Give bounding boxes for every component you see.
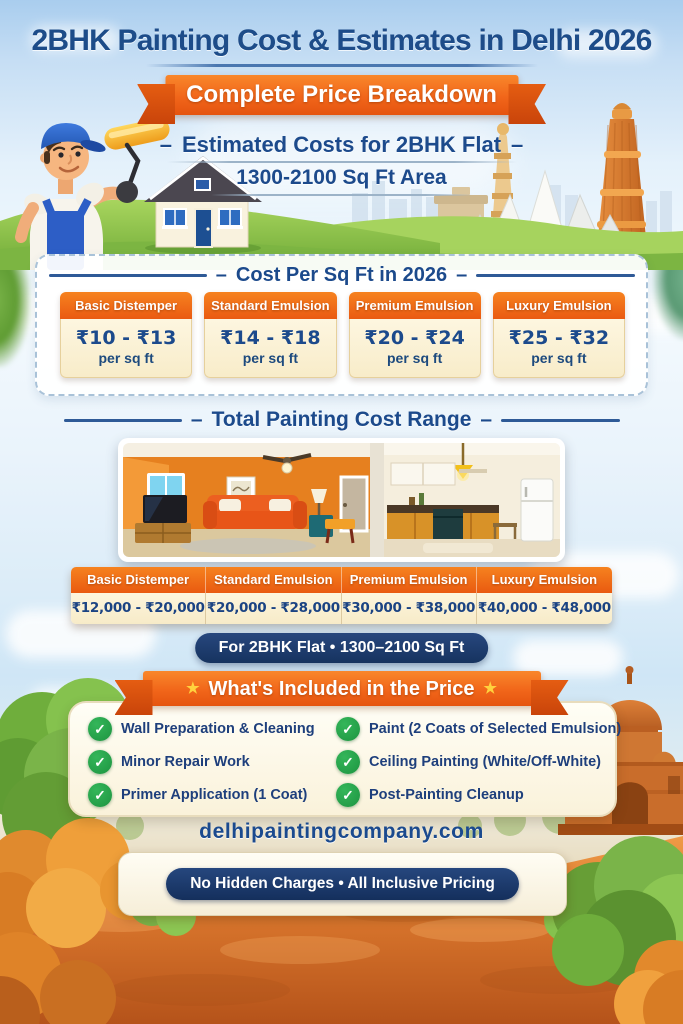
area-subheading: 1300-2100 Sq Ft Area xyxy=(236,166,447,189)
included-ribbon: ★ What's Included in the Price ★ xyxy=(114,671,569,715)
table-value-cell: ₹30,000 - ₹38,000 xyxy=(341,593,477,624)
list-item: ✓ Ceiling Painting (White/Off-White) xyxy=(336,750,621,774)
list-item: ✓ Minor Repair Work xyxy=(88,750,336,774)
dash-decor: – xyxy=(190,408,203,431)
list-item-label: Paint (2 Coats of Selected Emulsion) xyxy=(369,721,622,737)
living-room-illustration xyxy=(123,443,370,557)
price-range: ₹25 - ₹32 xyxy=(508,327,610,349)
price-unit: per sq ft xyxy=(531,350,587,366)
kitchen-illustration xyxy=(384,443,560,557)
heading-line xyxy=(63,418,182,422)
cost-per-sqft-heading: – Cost Per Sq Ft in 2026 – xyxy=(48,264,635,287)
check-icon: ✓ xyxy=(88,717,112,741)
list-item: ✓ Paint (2 Coats of Selected Emulsion) xyxy=(336,717,621,741)
flat-size-note: For 2BHK Flat • 1300–2100 Sq Ft xyxy=(194,633,489,663)
dash-decor: – xyxy=(215,264,227,286)
estimated-costs-heading: – Estimated Costs for 2BHK Flat – xyxy=(159,132,524,157)
list-item: ✓ Primer Application (1 Coat) xyxy=(88,783,336,807)
check-icon: ✓ xyxy=(88,750,112,774)
heading-underline xyxy=(166,161,517,163)
list-item-label: Wall Preparation & Cleaning xyxy=(121,721,315,737)
price-card: Basic Distemper ₹10 - ₹13 per sq ft xyxy=(60,292,193,378)
price-card-label: Premium Emulsion xyxy=(348,292,481,319)
dash-decor: – xyxy=(511,132,524,157)
table-value-cell: ₹12,000 - ₹20,000 xyxy=(71,593,207,624)
status-badge: No Hidden Charges • All Inclusive Pricin… xyxy=(166,868,519,900)
total-cost-table: Basic Distemper Standard Emulsion Premiu… xyxy=(71,567,612,624)
table-value-row: ₹12,000 - ₹20,000 ₹20,000 - ₹28,000 ₹30,… xyxy=(71,593,612,624)
included-heading: What's Included in the Price xyxy=(208,678,475,700)
star-icon: ★ xyxy=(186,680,200,697)
price-card-label: Standard Emulsion xyxy=(204,292,337,319)
table-header-cell: Basic Distemper xyxy=(71,567,207,593)
dash-decor: – xyxy=(159,132,172,157)
price-unit: per sq ft xyxy=(242,350,298,366)
heading-line xyxy=(48,274,207,277)
list-item-label: Minor Repair Work xyxy=(121,754,250,770)
table-header-cell: Premium Emulsion xyxy=(341,567,477,593)
right-trees xyxy=(544,836,683,1024)
table-header-cell: Standard Emulsion xyxy=(206,567,342,593)
footer-panel: No Hidden Charges • All Inclusive Pricin… xyxy=(118,852,567,916)
price-card: Premium Emulsion ₹20 - ₹24 per sq ft xyxy=(348,292,481,378)
price-range: ₹10 - ₹13 xyxy=(75,327,177,349)
cloud-shape xyxy=(190,118,510,198)
price-card-label: Luxury Emulsion xyxy=(492,292,625,319)
list-item: ✓ Wall Preparation & Cleaning xyxy=(88,717,336,741)
table-header-cell: Luxury Emulsion xyxy=(476,567,612,593)
website-url: delhipaintingcompany.com xyxy=(199,820,484,843)
check-icon: ✓ xyxy=(88,783,112,807)
price-cards-row: Basic Distemper ₹10 - ₹13 per sq ft Stan… xyxy=(60,292,625,378)
check-icon: ✓ xyxy=(336,783,360,807)
heading-line xyxy=(501,418,620,422)
included-checklist: ✓ Wall Preparation & Cleaning ✓ Paint (2… xyxy=(88,717,621,807)
price-card: Standard Emulsion ₹14 - ₹18 per sq ft xyxy=(204,292,337,378)
paint-roller-icon xyxy=(104,118,170,192)
star-icon: ★ xyxy=(483,680,497,697)
dash-decor: – xyxy=(480,408,493,431)
check-icon: ✓ xyxy=(336,717,360,741)
check-icon: ✓ xyxy=(336,750,360,774)
ribbon-banner-label: Complete Price Breakdown xyxy=(186,81,497,108)
list-item-label: Ceiling Painting (White/Off-White) xyxy=(369,754,601,770)
room-divider xyxy=(370,443,384,557)
cloud-shape xyxy=(513,640,623,676)
list-item-label: Primer Application (1 Coat) xyxy=(121,787,308,803)
price-unit: per sq ft xyxy=(387,350,443,366)
total-cost-heading: – Total Painting Cost Range – xyxy=(63,408,620,432)
price-breakdown-ribbon: Complete Price Breakdown xyxy=(137,75,546,124)
price-card: Luxury Emulsion ₹25 - ₹32 per sq ft xyxy=(492,292,625,378)
dash-decor: – xyxy=(456,264,468,286)
heading-line xyxy=(476,274,635,277)
page-title: 2BHK Painting Cost & Estimates in Delhi … xyxy=(31,24,653,57)
price-card-label: Basic Distemper xyxy=(60,292,193,319)
price-range: ₹14 - ₹18 xyxy=(220,327,321,349)
price-range: ₹20 - ₹24 xyxy=(364,327,465,349)
table-header-row: Basic Distemper Standard Emulsion Premiu… xyxy=(71,567,612,593)
foliage-blob xyxy=(0,255,30,367)
price-unit: per sq ft xyxy=(98,350,154,366)
interior-photo-frame xyxy=(118,438,565,562)
house-illustration xyxy=(144,156,262,254)
table-value-cell: ₹20,000 - ₹28,000 xyxy=(206,593,342,624)
heading-underline xyxy=(210,194,473,196)
title-underline xyxy=(145,64,538,67)
list-item-label: Post-Painting Cleanup xyxy=(369,787,524,803)
interior-illustration xyxy=(123,443,560,557)
dome-building-illustration xyxy=(558,666,683,835)
cloud-shape xyxy=(557,30,657,58)
cloud-shape xyxy=(30,26,120,52)
list-item: ✓ Post-Painting Cleanup xyxy=(336,783,621,807)
table-value-cell: ₹40,000 - ₹48,000 xyxy=(476,593,612,624)
